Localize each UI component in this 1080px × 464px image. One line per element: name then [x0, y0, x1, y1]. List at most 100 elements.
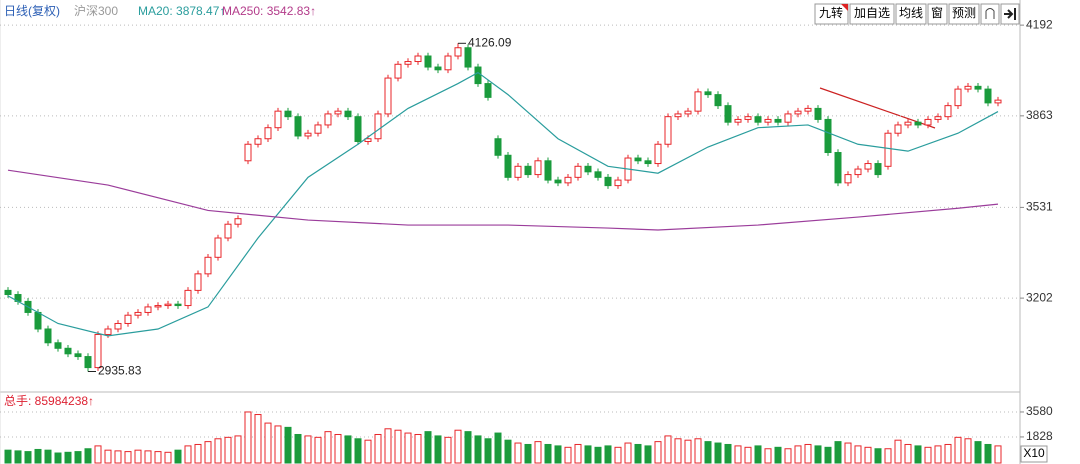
volume-bar — [974, 441, 982, 464]
volume-bar — [554, 445, 562, 464]
volume-bar — [634, 443, 642, 464]
candle-body — [794, 110, 802, 115]
candle-body — [644, 160, 652, 165]
candle-body — [174, 303, 182, 307]
candle-body — [434, 66, 442, 71]
button[interactable] — [980, 3, 1000, 25]
button[interactable] — [927, 3, 948, 25]
volume-bar — [784, 448, 792, 464]
max-label: 4126.09 — [468, 35, 512, 49]
toolbar: 九转 加自选 均线 窗 预测 — [814, 3, 1020, 25]
volume-bar — [134, 449, 142, 464]
candle-body — [284, 110, 292, 118]
volume-bar — [94, 445, 102, 464]
volume-bar — [864, 446, 872, 464]
candle-body — [134, 311, 142, 316]
volume-bar — [684, 439, 692, 464]
candle-body — [544, 160, 552, 181]
candle-body — [994, 99, 1002, 104]
volume-bar — [44, 449, 52, 464]
volume-bar — [174, 449, 182, 464]
candle-body — [584, 165, 592, 173]
candle-body — [324, 113, 332, 126]
volume-bar — [444, 436, 452, 464]
candle-body — [4, 289, 12, 296]
volume-bar — [654, 441, 662, 464]
candle-body — [404, 61, 412, 65]
volume-bar — [914, 445, 922, 464]
volume-bar — [234, 435, 242, 464]
candle-body — [234, 218, 242, 225]
button-label[interactable]: 窗 — [931, 6, 943, 20]
candle-body — [564, 176, 572, 184]
candle-body — [724, 105, 732, 123]
button-label[interactable]: 加自选 — [854, 6, 890, 20]
candle-body — [164, 303, 172, 307]
button[interactable] — [849, 3, 895, 25]
volume-bar — [184, 445, 192, 464]
candle-body — [494, 138, 502, 156]
volume-bar — [84, 448, 92, 464]
legend-entry: MA20: 3878.47↑ — [138, 4, 225, 18]
volume-bar — [884, 448, 892, 464]
candle-body — [334, 110, 342, 115]
candle-body — [894, 124, 902, 134]
candle-body — [74, 353, 82, 358]
candle-body — [254, 138, 262, 145]
volume-bar — [614, 446, 622, 464]
volume-bar — [544, 443, 552, 464]
volume-bar — [574, 443, 582, 464]
candle-body — [104, 328, 112, 336]
volume-bar — [964, 438, 972, 464]
y-tick-label: 1828 — [1026, 429, 1053, 443]
candle-body — [964, 85, 972, 90]
button-label[interactable]: 九转 — [819, 5, 843, 20]
candle-body — [524, 165, 532, 176]
candle-body — [704, 91, 712, 96]
volume-bar — [154, 451, 162, 464]
volume-bar — [104, 449, 112, 464]
volume-bar — [344, 435, 352, 464]
volume-bar — [204, 441, 212, 464]
volume-bar — [324, 431, 332, 464]
button[interactable] — [948, 3, 980, 25]
candle-body — [464, 47, 472, 68]
volume-bar — [124, 451, 132, 464]
candle-body — [554, 179, 562, 184]
volume-bar — [584, 445, 592, 464]
y-tick-label: 4192 — [1026, 17, 1053, 31]
volume-bar — [304, 435, 312, 464]
volume-bar — [764, 448, 772, 464]
volume-bar — [754, 445, 762, 464]
candle-body — [44, 328, 52, 344]
button-label[interactable]: 均线 — [899, 6, 923, 20]
volume-bar — [844, 442, 852, 464]
volume-bar — [624, 442, 632, 464]
candle-body — [294, 116, 302, 137]
candle-body — [444, 55, 452, 71]
volume-bar — [474, 435, 482, 464]
candle-body — [54, 342, 62, 349]
volume-bar — [404, 432, 412, 464]
button[interactable] — [895, 3, 927, 25]
volume-bar — [414, 433, 422, 464]
volume-unit: X10 — [1023, 446, 1045, 460]
button-label[interactable]: 预测 — [952, 6, 976, 20]
candle-body — [784, 113, 792, 123]
volume-bar — [384, 428, 392, 464]
volume-bar — [254, 414, 262, 464]
volume-bar — [434, 435, 442, 464]
candle-body — [864, 163, 872, 170]
volume-bar — [724, 443, 732, 464]
volume-bar — [164, 451, 172, 464]
volume-bar — [364, 439, 372, 464]
candle-body — [484, 83, 492, 98]
volume-bar — [644, 445, 652, 464]
volume-bar — [534, 441, 542, 464]
candle-body — [824, 118, 832, 154]
candle-body — [634, 157, 642, 162]
button[interactable] — [814, 3, 849, 25]
volume-bar — [874, 448, 882, 464]
volume-bar — [4, 449, 12, 464]
